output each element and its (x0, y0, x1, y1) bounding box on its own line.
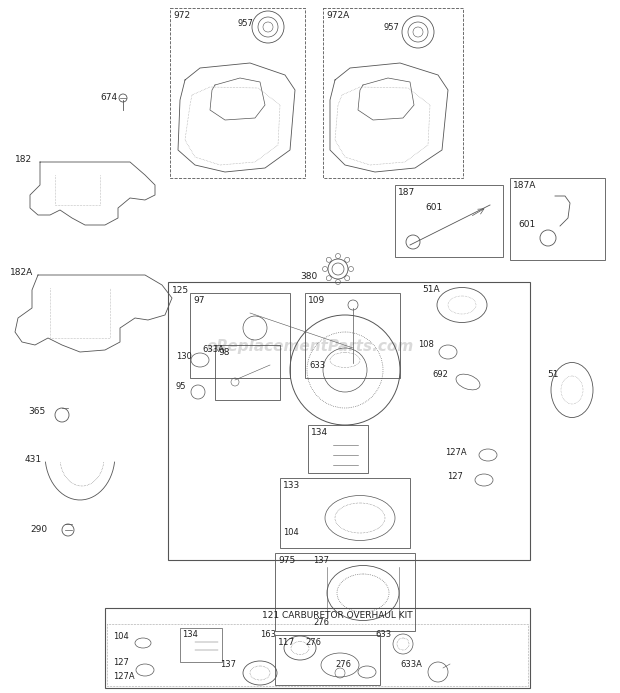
Text: 108: 108 (418, 340, 434, 349)
Text: 182: 182 (15, 155, 32, 164)
Text: 182A: 182A (10, 268, 33, 277)
Bar (105, 608, 530, 688)
Text: 125: 125 (172, 286, 189, 295)
Bar (215, 345, 280, 400)
Bar (275, 553, 415, 631)
Bar (107, 624, 528, 686)
Text: 633A: 633A (202, 345, 224, 354)
Text: 601: 601 (518, 220, 535, 229)
Text: 104: 104 (113, 632, 129, 641)
Text: 692: 692 (432, 370, 448, 379)
Text: 276: 276 (313, 618, 329, 627)
Text: 365: 365 (28, 407, 45, 416)
Text: 601: 601 (425, 203, 442, 212)
Text: 633: 633 (375, 630, 391, 639)
Text: 51A: 51A (422, 285, 440, 294)
Text: 127A: 127A (445, 448, 467, 457)
Text: 134: 134 (182, 630, 198, 639)
Text: 276: 276 (335, 660, 351, 669)
Text: 972A: 972A (326, 11, 349, 20)
Text: 133: 133 (283, 481, 300, 490)
Bar (308, 425, 368, 473)
Bar (323, 8, 463, 178)
Text: 117: 117 (278, 638, 295, 647)
Text: 98: 98 (218, 348, 229, 357)
Text: 431: 431 (25, 455, 42, 464)
Bar (510, 178, 605, 260)
Text: 163: 163 (260, 630, 276, 639)
Text: 127A: 127A (113, 672, 135, 681)
Text: 134: 134 (311, 428, 328, 437)
Text: 51: 51 (547, 370, 559, 379)
Text: 127: 127 (447, 472, 463, 481)
Text: 957: 957 (384, 23, 400, 32)
Text: 187: 187 (398, 188, 415, 197)
Text: 380: 380 (300, 272, 317, 281)
Text: 674: 674 (100, 93, 117, 102)
Bar (168, 282, 530, 560)
Bar (170, 8, 305, 178)
Text: 121 CARBURETOR OVERHAUL KIT: 121 CARBURETOR OVERHAUL KIT (262, 611, 413, 620)
Bar (190, 293, 290, 378)
Text: 130: 130 (176, 352, 192, 361)
Text: 137: 137 (220, 660, 236, 669)
Text: 109: 109 (308, 296, 326, 305)
Bar (180, 628, 222, 662)
Text: 187A: 187A (513, 181, 536, 190)
Text: 137: 137 (313, 556, 329, 565)
Bar (280, 478, 410, 548)
Bar (275, 635, 380, 685)
Text: 97: 97 (193, 296, 205, 305)
Text: 104: 104 (283, 528, 299, 537)
Bar (395, 185, 503, 257)
Bar (305, 293, 400, 378)
Text: 633: 633 (309, 361, 325, 370)
Text: 957: 957 (237, 19, 253, 28)
Text: 975: 975 (278, 556, 295, 565)
Text: 633A: 633A (400, 660, 422, 669)
Text: 290: 290 (30, 525, 47, 534)
Text: 95: 95 (176, 382, 187, 391)
Text: eReplacementParts.com: eReplacementParts.com (206, 339, 414, 354)
Text: 972: 972 (173, 11, 190, 20)
Text: 276: 276 (305, 638, 321, 647)
Text: 127: 127 (113, 658, 129, 667)
